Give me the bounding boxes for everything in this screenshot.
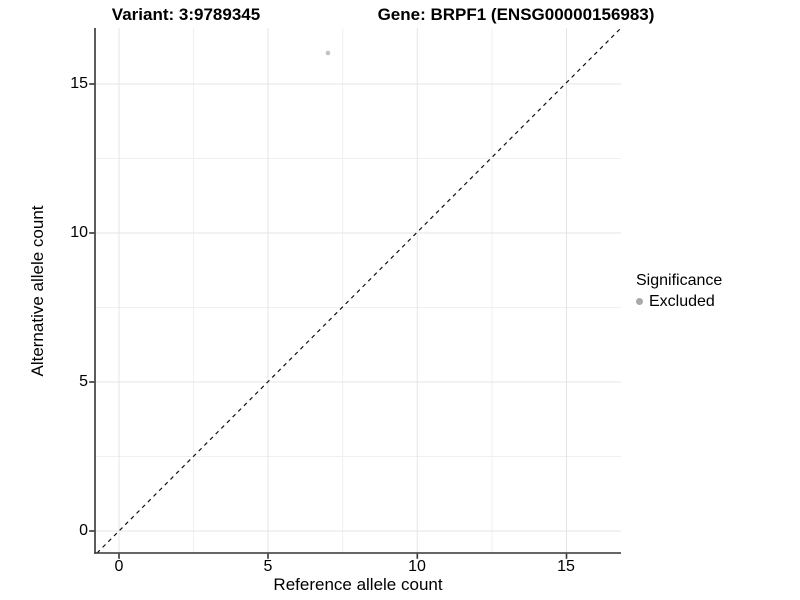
x-tick-label-10: 10 <box>408 558 426 575</box>
x-tick-label-0: 0 <box>114 558 124 575</box>
x-axis-title: Reference allele count <box>273 575 443 594</box>
legend: Significance Excluded <box>636 271 722 311</box>
grid-minor <box>95 28 621 553</box>
y-tick-label-15: 15 <box>70 75 88 92</box>
x-tick-label-15: 15 <box>557 558 575 575</box>
y-tick-label-0: 0 <box>79 522 88 539</box>
data-point-excluded <box>325 50 331 56</box>
variant-title: Variant: 3:9789345 <box>111 5 261 24</box>
axis-lines <box>94 28 621 554</box>
tick-marks <box>89 83 568 559</box>
legend-item-excluded: Excluded <box>636 292 722 311</box>
gene-title: Gene: BRPF1 (ENSG00000156983) <box>377 5 655 24</box>
y-tick-label-5: 5 <box>79 373 88 390</box>
x-tick-label-5: 5 <box>263 558 273 575</box>
y-axis-title: Alternative allele count <box>28 205 47 377</box>
legend-item-label: Excluded <box>649 293 715 310</box>
grid-major <box>95 28 621 553</box>
y-tick-label-10: 10 <box>70 224 88 241</box>
identity-dashed-line <box>96 27 622 554</box>
legend-title: Significance <box>636 272 723 289</box>
legend-marker-circle-icon <box>636 298 643 305</box>
